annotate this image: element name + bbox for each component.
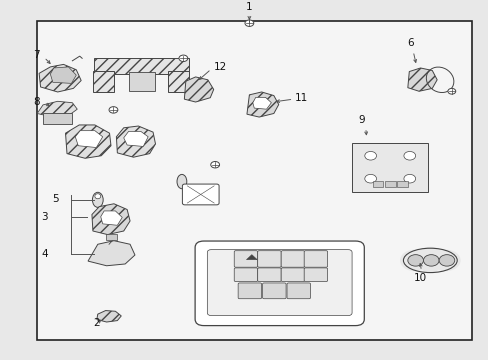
FancyBboxPatch shape	[286, 283, 310, 299]
Circle shape	[244, 20, 253, 26]
Polygon shape	[246, 255, 257, 260]
FancyBboxPatch shape	[384, 181, 395, 187]
Text: 1: 1	[245, 3, 252, 13]
FancyBboxPatch shape	[262, 283, 285, 299]
Text: 3: 3	[41, 212, 48, 222]
Text: 5: 5	[52, 194, 59, 204]
Text: 4: 4	[41, 249, 48, 259]
Circle shape	[430, 249, 460, 271]
FancyBboxPatch shape	[372, 181, 383, 187]
FancyBboxPatch shape	[304, 251, 327, 267]
Polygon shape	[50, 67, 76, 84]
Circle shape	[407, 255, 423, 266]
Polygon shape	[407, 68, 436, 91]
Circle shape	[403, 152, 415, 160]
FancyBboxPatch shape	[304, 268, 327, 282]
Text: 10: 10	[413, 273, 426, 283]
Ellipse shape	[177, 174, 186, 189]
FancyBboxPatch shape	[43, 113, 72, 123]
Polygon shape	[184, 77, 213, 102]
FancyBboxPatch shape	[167, 71, 189, 92]
Circle shape	[419, 257, 440, 273]
Polygon shape	[97, 311, 121, 322]
Text: 6: 6	[407, 38, 413, 48]
Polygon shape	[88, 241, 135, 266]
Circle shape	[403, 174, 415, 183]
Circle shape	[210, 162, 219, 168]
Polygon shape	[116, 126, 155, 157]
Text: 8: 8	[33, 97, 40, 107]
Polygon shape	[252, 97, 271, 109]
Text: 2: 2	[93, 319, 100, 328]
Polygon shape	[123, 131, 148, 147]
Bar	[37, 21, 471, 340]
Circle shape	[438, 255, 454, 266]
FancyBboxPatch shape	[106, 234, 117, 240]
FancyBboxPatch shape	[207, 249, 351, 316]
FancyBboxPatch shape	[396, 181, 407, 187]
Text: 7: 7	[33, 50, 40, 60]
Polygon shape	[92, 204, 130, 235]
Circle shape	[399, 249, 428, 271]
FancyBboxPatch shape	[257, 251, 281, 267]
FancyBboxPatch shape	[94, 58, 189, 74]
Circle shape	[415, 247, 444, 268]
FancyBboxPatch shape	[234, 268, 257, 282]
FancyBboxPatch shape	[128, 72, 155, 91]
Polygon shape	[246, 92, 278, 117]
FancyBboxPatch shape	[234, 251, 257, 267]
Text: 9: 9	[358, 115, 365, 125]
Circle shape	[364, 174, 376, 183]
FancyBboxPatch shape	[182, 184, 219, 205]
FancyBboxPatch shape	[281, 251, 304, 267]
FancyBboxPatch shape	[351, 143, 427, 192]
FancyBboxPatch shape	[195, 241, 364, 325]
Circle shape	[179, 55, 187, 62]
FancyBboxPatch shape	[238, 283, 261, 299]
Polygon shape	[65, 125, 111, 158]
Circle shape	[364, 152, 376, 160]
FancyBboxPatch shape	[257, 268, 281, 282]
Polygon shape	[37, 101, 77, 117]
Circle shape	[447, 89, 455, 94]
Polygon shape	[75, 131, 102, 148]
Ellipse shape	[95, 194, 101, 199]
FancyBboxPatch shape	[281, 268, 304, 282]
Ellipse shape	[92, 192, 103, 207]
Polygon shape	[101, 211, 122, 225]
FancyBboxPatch shape	[93, 71, 114, 92]
Circle shape	[109, 107, 118, 113]
Text: 12: 12	[214, 62, 227, 72]
Text: 11: 11	[294, 94, 307, 103]
Polygon shape	[39, 64, 81, 92]
Circle shape	[423, 255, 438, 266]
